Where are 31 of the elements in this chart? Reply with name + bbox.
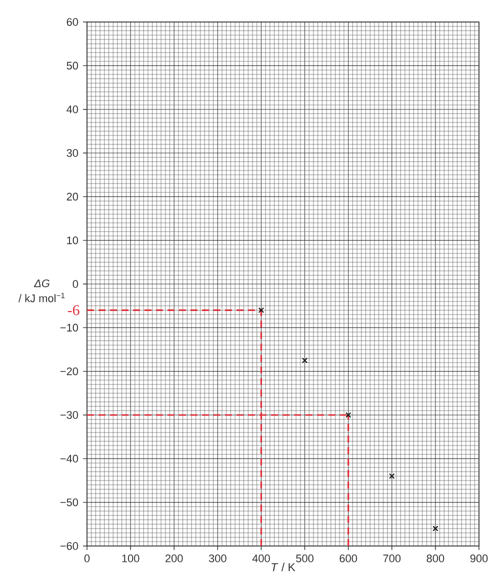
x-tick-label: 700 — [383, 554, 401, 562]
y-axis-title: ΔG / kJ mol$^{−1}$ — [18, 279, 65, 302]
x-tick-label: 100 — [122, 554, 140, 562]
y-tick-label: −60 — [60, 542, 78, 550]
x-tick-label: 300 — [208, 554, 226, 562]
y-tick-label: −50 — [60, 498, 78, 506]
point — [345, 412, 352, 418]
x-tick-label: 200 — [166, 554, 183, 562]
x-tick-label: 400 — [252, 554, 270, 562]
x-tick-label: 0 — [84, 554, 90, 562]
point — [302, 358, 308, 364]
y-tick-label: 40 — [66, 105, 78, 114]
y-tick-label: 30 — [66, 149, 78, 157]
point — [389, 473, 395, 480]
y-tick-label: 0 — [72, 280, 78, 288]
x-tick-label: 800 — [426, 554, 444, 562]
y-tick-label: 50 — [66, 62, 78, 70]
y-tick-label: 10 — [67, 236, 78, 244]
point — [432, 526, 438, 532]
y-tick-label: 60 — [66, 18, 78, 26]
y-tick-label: −30 — [60, 411, 78, 419]
y-tick-label: −20 — [60, 367, 78, 376]
point — [258, 307, 264, 314]
x-tick-label: 900 — [470, 554, 488, 562]
y-tick-label: −40 — [60, 454, 78, 463]
ref-line-label: -6 — [68, 305, 80, 316]
x-tick-label: 500 — [296, 554, 314, 562]
x-tick-label: 600 — [340, 554, 358, 562]
y-tick-label: 20 — [66, 192, 78, 201]
x-axis-title: T / K — [272, 562, 296, 572]
y-tick-label: −10 — [60, 324, 78, 332]
